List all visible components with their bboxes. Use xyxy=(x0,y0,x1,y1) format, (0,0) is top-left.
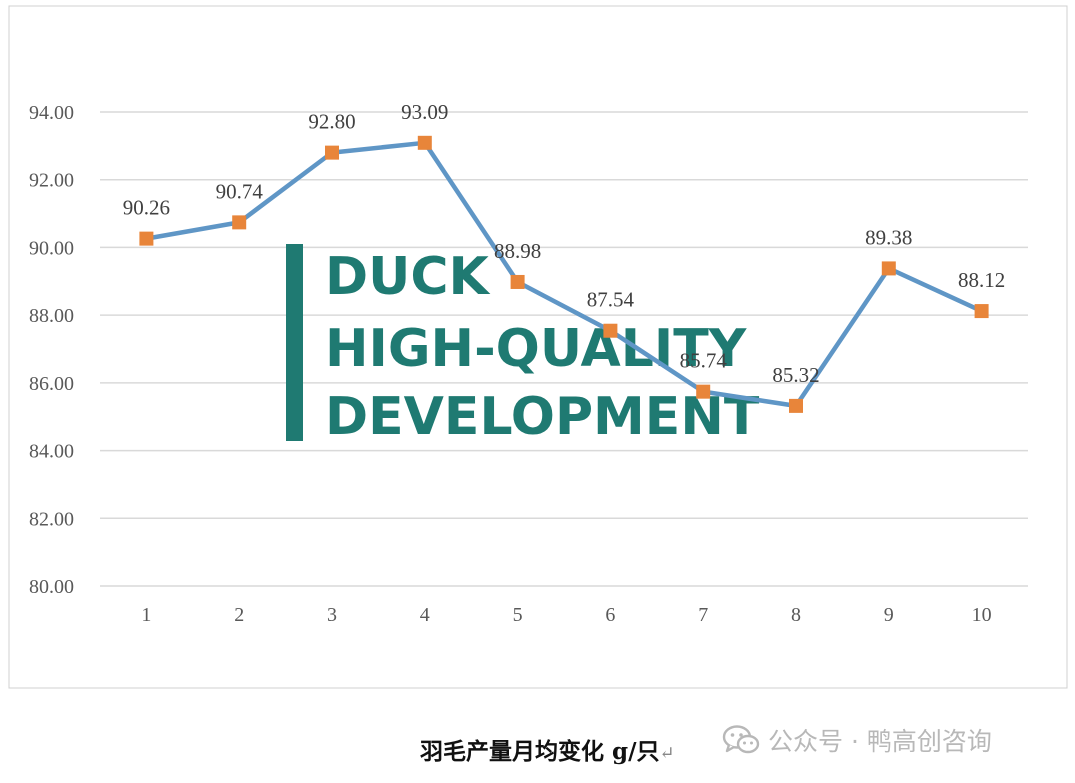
wechat-icon xyxy=(722,725,760,754)
y-tick-label: 86.00 xyxy=(29,373,74,395)
y-tick-label: 92.00 xyxy=(29,170,74,192)
y-tick-label: 94.00 xyxy=(29,102,74,124)
data-label: 88.98 xyxy=(494,239,541,263)
data-label: 87.54 xyxy=(587,288,635,312)
data-label: 89.38 xyxy=(865,225,912,249)
x-tick-label: 7 xyxy=(698,604,708,626)
caption-text: 羽毛产量月均变化 g/只 xyxy=(420,738,660,765)
gridlines xyxy=(100,111,1028,587)
x-tick-label: 9 xyxy=(884,604,894,626)
data-point-marker xyxy=(603,323,618,338)
x-tick-label: 3 xyxy=(327,604,337,626)
data-label: 90.74 xyxy=(216,179,264,203)
return-mark: ↵ xyxy=(659,743,675,764)
data-point-marker xyxy=(881,261,896,276)
data-label: 90.26 xyxy=(123,196,170,220)
watermark-bar xyxy=(286,244,303,441)
watermark-line-3: DEVELOPMENT xyxy=(325,387,760,447)
data-label: 85.32 xyxy=(772,363,819,387)
data-point-marker xyxy=(789,398,803,413)
data-point-marker xyxy=(510,274,525,289)
x-tick-label: 6 xyxy=(605,604,615,626)
data-point-marker xyxy=(325,145,339,160)
watermark-line-1: DUCK xyxy=(325,247,491,307)
y-tick-label: 82.00 xyxy=(29,508,74,530)
watermark: DUCK HIGH-QUALITY DEVELOPMENT xyxy=(286,244,760,447)
series-line xyxy=(146,140,983,409)
data-label: 92.80 xyxy=(308,110,355,134)
x-tick-label: 1 xyxy=(141,604,151,626)
data-labels: 90.26 90.74 92.80 93.09 88.98 87.54 85.74 85.32… xyxy=(123,100,1005,387)
x-tick-label: 5 xyxy=(513,604,523,626)
y-tick-label: 80.00 xyxy=(29,576,74,598)
series-feather-yield xyxy=(139,135,989,413)
data-label: 85.74 xyxy=(680,349,728,373)
chart-area: 80.00 82.00 84.00 86.00 88.00 90.00 92.00 94.00… xyxy=(8,5,1068,689)
data-point-marker xyxy=(417,135,432,150)
x-tick-label: 8 xyxy=(791,604,801,626)
x-tick-label: 2 xyxy=(234,604,244,626)
data-point-marker xyxy=(974,304,989,319)
y-tick-label: 84.00 xyxy=(29,441,74,463)
account-name: 公众号 · 鸭高创咨询 xyxy=(768,727,992,756)
y-axis-ticks: 80.00 82.00 84.00 86.00 88.00 90.00 92.00 94.00 xyxy=(29,102,74,598)
x-tick-label: 10 xyxy=(972,604,992,626)
y-tick-label: 90.00 xyxy=(29,237,74,259)
data-point-marker xyxy=(232,215,247,230)
x-axis-ticks: 1 2 3 4 5 6 7 8 9 10 xyxy=(141,604,991,626)
account-watermark: 公众号 · 鸭高创咨询 xyxy=(722,722,992,758)
data-label: 88.12 xyxy=(958,268,1005,292)
chart-border xyxy=(8,5,1068,689)
x-tick-label: 4 xyxy=(420,604,430,626)
data-label: 93.09 xyxy=(401,100,448,124)
watermark-line-2: HIGH-QUALITY xyxy=(325,319,748,379)
data-point-marker xyxy=(139,231,154,246)
data-point-marker xyxy=(696,384,711,399)
chart-caption: 羽毛产量月均变化 g/只↵ xyxy=(420,732,675,766)
y-tick-label: 88.00 xyxy=(29,305,74,327)
